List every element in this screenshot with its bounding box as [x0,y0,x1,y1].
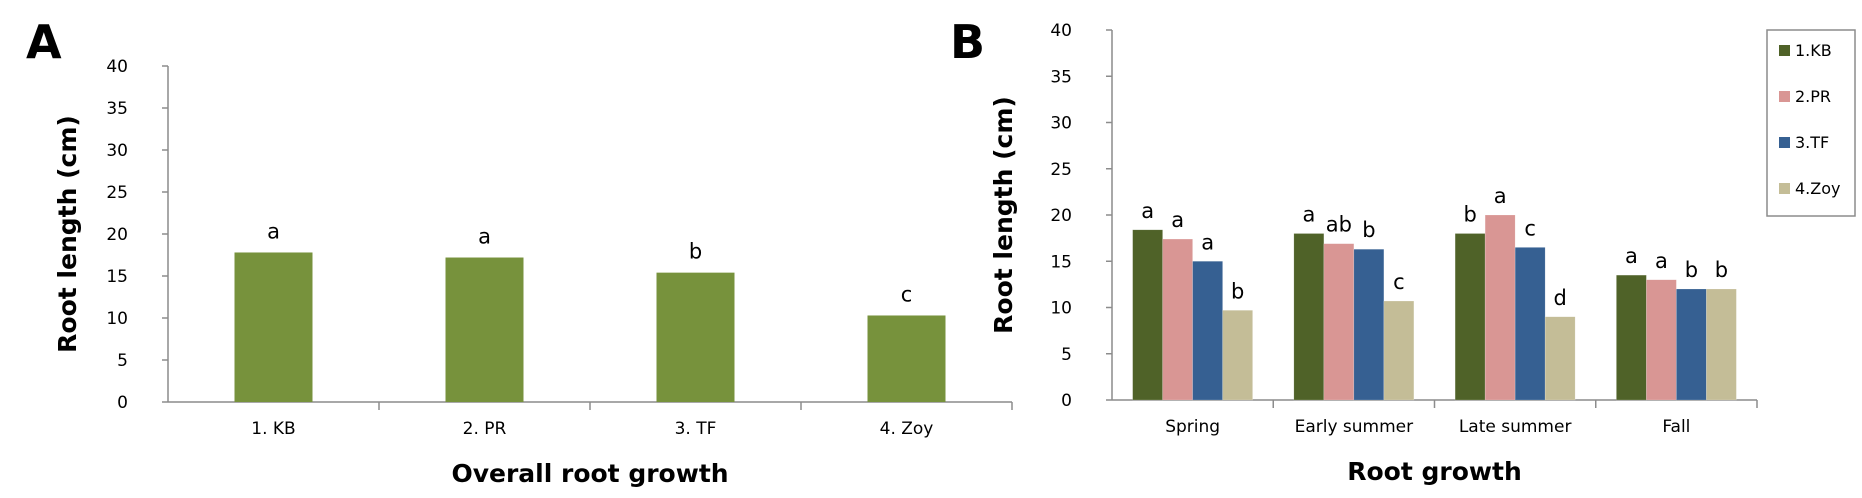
x-tick-label: Spring [1165,417,1220,437]
bar-annotation: a [267,219,280,243]
legend-swatch [1779,137,1790,148]
y-tick-label: 0 [117,393,128,413]
legend: 1.KB 2.PR 3.TF 4.Zoy [1766,29,1856,217]
y-tick-label: 0 [1061,391,1072,411]
x-tick-label: Early summer [1295,417,1414,437]
bar-4-zoy [1222,310,1253,401]
bar-2-pr [1162,238,1193,401]
y-tick-label: 25 [106,183,128,203]
bar-1-kb [1454,233,1486,401]
x-axis-label: Root growth [1347,457,1522,486]
bar-annotation: c [901,282,913,306]
y-tick-label: 40 [1050,21,1072,41]
bar-annotation: a [478,225,491,249]
y-tick-label: 5 [1061,345,1072,365]
bar-annotation: c [1393,270,1405,294]
chart-panel-b: B 0 5 10 15 20 25 30 35 40 Root length (cm) Root gr… [950,15,1856,486]
bar-2-pr [1646,279,1677,401]
y-tick-label: 15 [1050,252,1072,272]
x-tick-label: 3. TF [675,419,717,439]
y-tick-label: 20 [106,225,128,245]
legend-label: 4.Zoy [1795,179,1840,198]
x-tick-label: Fall [1662,417,1690,437]
bar [656,272,735,402]
x-tick-label: 4. Zoy [880,419,934,439]
legend-label: 3.TF [1795,133,1829,152]
bar-annotation: b [1463,203,1476,227]
bar-3-tf [1192,261,1223,401]
bar-2-pr [1323,243,1355,401]
panel-label: B [950,15,985,69]
bar-1-kb [1616,274,1647,401]
bar-annotation: a [1494,184,1507,208]
y-tick-label: 35 [106,99,128,119]
bar-annotation: a [1655,249,1668,273]
y-tick-label: 40 [106,57,128,77]
bar-annotation: b [1685,258,1698,282]
y-tick-label: 25 [1050,160,1072,180]
bar [867,315,946,402]
bar [445,257,524,402]
bar-4-zoy [1706,288,1737,401]
bar-annotation: a [1201,230,1214,254]
legend-swatch [1779,45,1790,56]
y-tick-label: 35 [1050,67,1072,87]
bar-3-tf [1353,248,1385,401]
bar-annotation: b [1231,279,1244,303]
bar-annotation: a [1141,199,1154,223]
bar-4-zoy [1544,316,1576,401]
bar-annotation: a [1171,208,1184,232]
x-tick-label: 1. KB [251,419,295,439]
y-tick-label: 10 [106,309,128,329]
y-tick-label: 30 [1050,114,1072,134]
legend-label: 1.KB [1795,41,1832,60]
y-axis-label: Root length (cm) [989,96,1018,334]
chart-panel-a: A 0 5 10 15 20 25 30 35 40 Root length (cm) Overall… [26,15,1013,488]
legend-swatch [1779,91,1790,102]
bar-annotation: d [1553,286,1566,310]
bar-annotation: ab [1326,213,1352,237]
bar-3-tf [1676,288,1707,401]
bar-annotation: b [689,240,702,264]
bar [234,252,313,402]
bar-1-kb [1132,229,1163,401]
y-tick-label: 10 [1050,299,1072,319]
bar-annotation: b [1362,218,1375,242]
bar-annotation: a [1302,203,1315,227]
x-tick-label: 2. PR [463,419,507,439]
panel-label: A [26,15,62,69]
bar-1-kb [1293,233,1325,401]
y-tick-label: 5 [117,351,128,371]
bar-4-zoy [1383,300,1415,401]
x-axis-label: Overall root growth [451,459,728,488]
bar-annotation: c [1524,216,1536,240]
x-tick-label: Late summer [1459,417,1572,437]
legend-swatch [1779,183,1790,194]
y-axis-label: Root length (cm) [53,115,82,353]
y-tick-label: 30 [106,141,128,161]
bar-2-pr [1484,214,1516,401]
legend-label: 2.PR [1795,87,1831,106]
y-tick-label: 20 [1050,206,1072,226]
bar-annotation: b [1715,258,1728,282]
bar-3-tf [1514,247,1546,401]
y-tick-label: 15 [106,267,128,287]
bar-annotation: a [1625,244,1638,268]
